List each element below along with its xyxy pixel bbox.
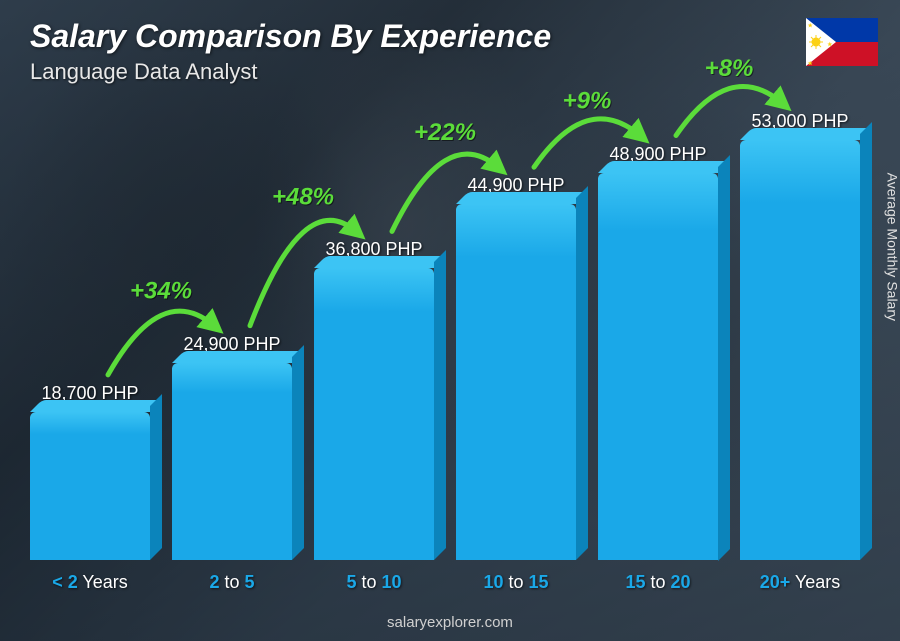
bar-top-face [30,400,162,412]
bar-side-face [292,345,304,560]
bar-slot: 53,000 PHP20+ Years [740,93,860,593]
bar-slot: 24,900 PHP2 to 5 [172,93,292,593]
bar [456,204,576,560]
bar-slot: 36,800 PHP5 to 10 [314,93,434,593]
bar [740,140,860,560]
bar-front [314,268,434,560]
bar [30,412,150,560]
page-subtitle: Language Data Analyst [30,59,870,85]
bar-top-face [172,351,304,363]
bar-slot: 18,700 PHP< 2 Years [30,93,150,593]
footer-attribution: salaryexplorer.com [0,614,900,631]
bar-front [598,173,718,561]
bar-side-face [576,186,588,560]
bar-front [172,363,292,560]
bar [314,268,434,560]
bar-category-label: 10 to 15 [483,572,548,593]
salary-bar-chart: 18,700 PHP< 2 Years24,900 PHP2 to 536,80… [30,93,860,593]
bar-category-label: 5 to 10 [346,572,401,593]
bar-front [740,140,860,560]
philippines-flag-icon [806,18,878,66]
bar [172,363,292,560]
bar-category-label: 2 to 5 [209,572,254,593]
bar-side-face [434,250,446,560]
bar-slot: 48,900 PHP15 to 20 [598,93,718,593]
bar [598,173,718,561]
bar-side-face [860,122,872,560]
bar-top-face [456,192,588,204]
bar-category-label: 20+ Years [760,572,841,593]
bar-side-face [718,155,730,561]
bar-side-face [150,394,162,560]
page-title: Salary Comparison By Experience [30,18,870,55]
bar-top-face [740,128,872,140]
bar-top-face [314,256,446,268]
bar-category-label: < 2 Years [52,572,128,593]
bar-slot: 44,900 PHP10 to 15 [456,93,576,593]
header: Salary Comparison By Experience Language… [30,18,870,85]
bar-category-label: 15 to 20 [625,572,690,593]
bar-front [30,412,150,560]
y-axis-label: Average Monthly Salary [884,172,900,320]
bar-front [456,204,576,560]
bar-top-face [598,161,730,173]
